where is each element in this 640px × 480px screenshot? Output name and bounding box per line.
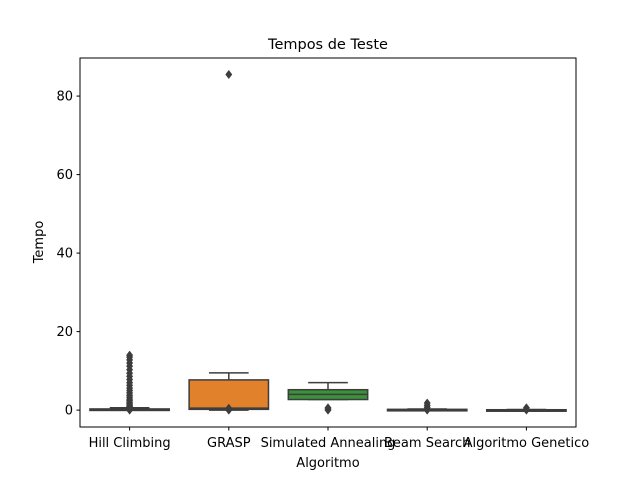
box-group xyxy=(188,69,270,415)
x-tick-label: Simulated Annealing xyxy=(261,436,396,451)
box-group xyxy=(89,350,171,415)
y-axis-label: Tempo xyxy=(32,221,47,265)
outlier-point xyxy=(522,403,530,413)
box-group xyxy=(287,381,369,415)
outlier-point xyxy=(126,350,134,360)
box-group xyxy=(386,398,468,415)
outlier-point xyxy=(423,398,431,408)
x-tick-label: Beam Search xyxy=(384,436,470,451)
outlier-point xyxy=(225,69,233,80)
y-tick-label: 80 xyxy=(56,90,73,105)
x-tick-label: Algoritmo Genetico xyxy=(464,436,590,451)
box-group xyxy=(485,403,567,415)
outlier-point xyxy=(225,403,233,413)
chart-title: Tempos de Teste xyxy=(267,37,388,53)
y-tick-label: 0 xyxy=(65,404,73,419)
y-tick-label: 40 xyxy=(56,247,73,262)
outlier-point xyxy=(324,403,332,413)
x-axis-label: Algoritmo xyxy=(296,456,359,471)
x-tick-label: Hill Climbing xyxy=(89,436,171,451)
y-tick-label: 60 xyxy=(56,168,73,183)
y-tick-label: 20 xyxy=(56,325,73,340)
x-tick-label: GRASP xyxy=(207,436,251,451)
